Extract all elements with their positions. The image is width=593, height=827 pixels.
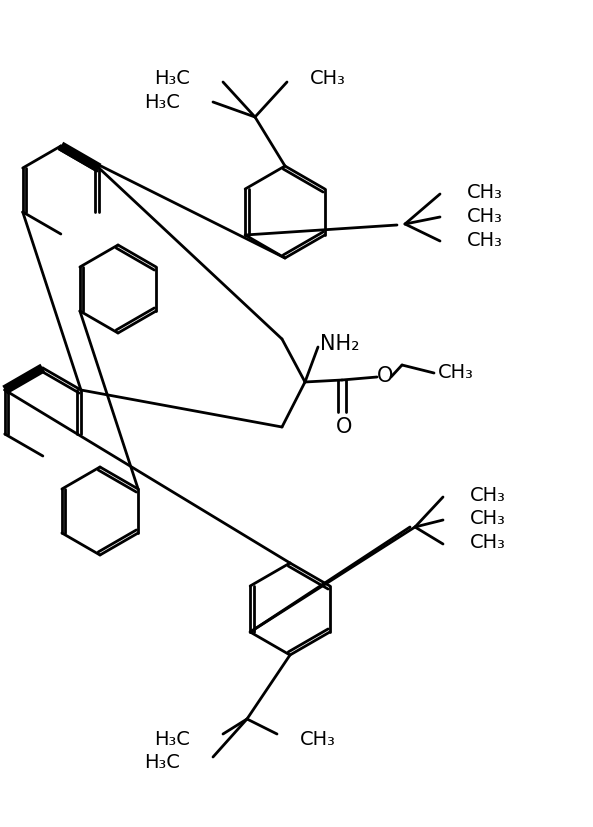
Text: O: O bbox=[336, 417, 352, 437]
Text: CH₃: CH₃ bbox=[470, 486, 506, 505]
Text: CH₃: CH₃ bbox=[467, 184, 503, 203]
Text: CH₃: CH₃ bbox=[470, 533, 506, 552]
Text: CH₃: CH₃ bbox=[300, 729, 336, 748]
Text: CH₃: CH₃ bbox=[467, 206, 503, 225]
Text: O: O bbox=[377, 366, 393, 385]
Text: CH₃: CH₃ bbox=[467, 230, 503, 249]
Text: NH₂: NH₂ bbox=[320, 333, 360, 354]
Text: CH₃: CH₃ bbox=[438, 362, 474, 381]
Text: CH₃: CH₃ bbox=[310, 69, 346, 88]
Text: H₃C: H₃C bbox=[154, 729, 190, 748]
Text: CH₃: CH₃ bbox=[470, 509, 506, 528]
Text: H₃C: H₃C bbox=[144, 753, 180, 772]
Text: H₃C: H₃C bbox=[154, 69, 190, 88]
Text: H₃C: H₃C bbox=[144, 93, 180, 112]
